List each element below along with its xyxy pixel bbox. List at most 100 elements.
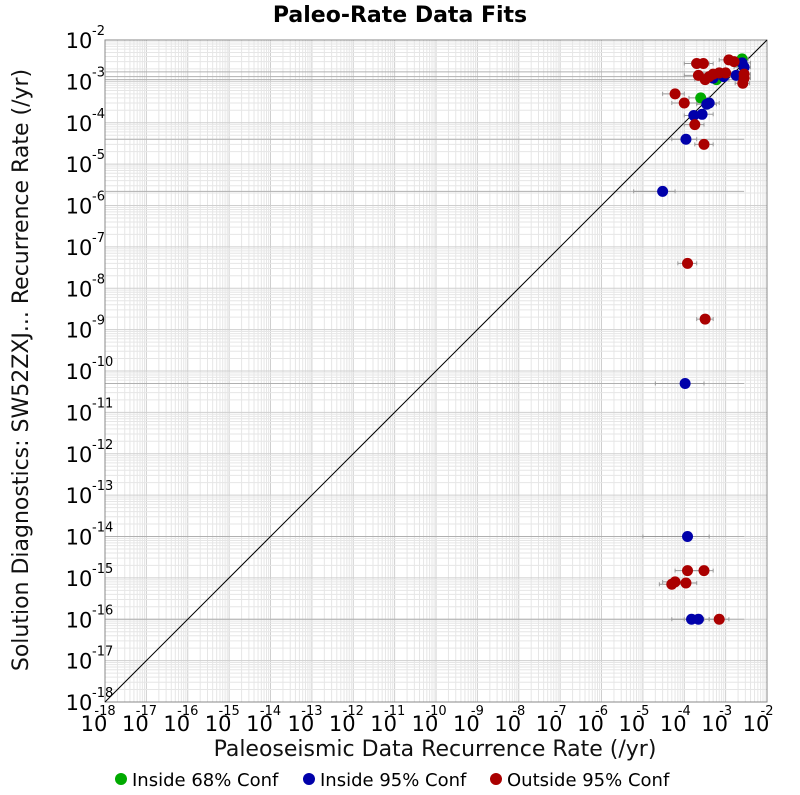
x-tick: 10-17 [122, 704, 157, 736]
y-tick-exponent: -13 [92, 479, 113, 494]
x-tick-base: 10 [163, 712, 190, 736]
y-tick-base: 10 [66, 153, 93, 177]
x-tick-exponent: -4 [678, 704, 691, 719]
y-tick-base: 10 [66, 29, 93, 53]
x-tick: 10-18 [81, 704, 116, 736]
y-tick: 10 -17 [66, 645, 114, 674]
legend-marker-outside95 [490, 773, 502, 785]
y-tick-base: 10 [66, 567, 93, 591]
legend: Inside 68% Conf Inside 95% Conf Outside … [115, 770, 670, 791]
y-tick: 10 -5 [66, 148, 105, 177]
x-tick-base: 10 [122, 712, 149, 736]
x-tick-exponent: -17 [136, 704, 157, 719]
chart-title: Paleo-Rate Data Fits [273, 3, 527, 28]
y-tick: 10 -9 [66, 314, 105, 343]
x-tick: 10-12 [329, 704, 364, 736]
y-tick-base: 10 [66, 608, 93, 632]
y-tick-base: 10 [66, 526, 93, 550]
x-tick: 10-2 [743, 704, 774, 736]
x-tick-exponent: -12 [343, 704, 364, 719]
x-tick-base: 10 [453, 712, 480, 736]
y-axis-ticks: 10-1810-1710-1610-1510-1410-1310-1210-11… [66, 24, 114, 715]
data-point-outside95 [689, 119, 701, 131]
x-tick-base: 10 [329, 712, 356, 736]
x-tick-base: 10 [81, 712, 108, 736]
x-axis-label: Paleoseismic Data Recurrence Rate (/yr) [214, 737, 657, 762]
x-tick-exponent: -10 [425, 704, 446, 719]
y-tick: 10 -16 [66, 603, 114, 632]
y-tick: 10 -10 [66, 355, 114, 384]
y-tick-exponent: -10 [92, 355, 113, 370]
x-tick-base: 10 [577, 712, 604, 736]
x-tick-exponent: -13 [301, 704, 322, 719]
y-tick-base: 10 [66, 691, 93, 715]
data-point-inside95 [696, 108, 708, 120]
data-point-outside95 [698, 138, 710, 150]
y-tick-base: 10 [66, 277, 93, 301]
y-tick-exponent: -18 [92, 686, 113, 701]
x-tick-exponent: -6 [595, 704, 608, 719]
x-tick: 10-9 [453, 704, 484, 736]
x-tick: 10-6 [577, 704, 608, 736]
legend-marker-inside68 [115, 773, 127, 785]
y-tick: 10 -7 [66, 231, 105, 260]
data-point-inside95 [680, 133, 692, 145]
x-tick-base: 10 [701, 712, 728, 736]
x-tick-base: 10 [412, 712, 439, 736]
x-tick: 10-10 [412, 704, 447, 736]
y-tick-exponent: -7 [92, 231, 105, 246]
y-tick-exponent: -9 [92, 314, 105, 329]
y-tick-base: 10 [66, 443, 93, 467]
data-point-inside95 [657, 185, 669, 197]
x-tick-exponent: -15 [219, 704, 240, 719]
y-tick-base: 10 [66, 650, 93, 674]
y-tick-base: 10 [66, 70, 93, 94]
x-tick-exponent: -7 [554, 704, 567, 719]
x-tick: 10-15 [205, 704, 240, 736]
data-point-outside95 [738, 72, 750, 84]
y-tick: 10 -12 [66, 438, 114, 467]
x-tick-exponent: -14 [260, 704, 281, 719]
data-point-inside95 [679, 377, 691, 389]
grid-layer [104, 40, 767, 703]
x-tick: 10-16 [163, 704, 198, 736]
legend-label-inside68: Inside 68% Conf [132, 770, 279, 791]
x-tick-exponent: -8 [512, 704, 525, 719]
x-tick-base: 10 [619, 712, 646, 736]
y-tick-exponent: -4 [92, 107, 105, 122]
x-tick-exponent: -18 [94, 704, 115, 719]
x-tick-exponent: -2 [761, 704, 774, 719]
y-tick-exponent: -3 [92, 65, 105, 80]
x-tick-base: 10 [536, 712, 563, 736]
data-point-outside95 [728, 56, 740, 68]
y-axis-label: Solution Diagnostics: SW52ZXJ... Recurre… [9, 69, 34, 671]
y-tick-exponent: -6 [92, 190, 105, 205]
y-tick: 10 -6 [66, 190, 105, 219]
x-tick-base: 10 [494, 712, 521, 736]
data-point-inside95 [688, 109, 700, 121]
x-tick-exponent: -3 [719, 704, 732, 719]
y-tick: 10 -4 [66, 107, 105, 136]
y-tick-exponent: -14 [92, 521, 113, 536]
plot-area [104, 39, 768, 703]
y-tick-exponent: -15 [92, 562, 113, 577]
y-tick-base: 10 [66, 195, 93, 219]
y-tick-base: 10 [66, 112, 93, 136]
data-point-outside95 [699, 313, 711, 325]
y-tick-exponent: -17 [92, 645, 113, 660]
y-tick: 10 -13 [66, 479, 114, 508]
y-tick: 10 -14 [66, 521, 114, 550]
data-points [657, 53, 750, 625]
legend-label-outside95: Outside 95% Conf [507, 770, 670, 791]
x-tick-base: 10 [205, 712, 232, 736]
y-tick-exponent: -11 [92, 396, 113, 411]
data-point-inside95 [692, 613, 704, 625]
y-tick: 10 -15 [66, 562, 114, 591]
y-tick-exponent: -12 [92, 438, 113, 453]
data-point-outside95 [699, 74, 711, 86]
legend-label-inside95: Inside 95% Conf [320, 770, 467, 791]
data-point-outside95 [680, 577, 692, 589]
error-reference-lines [105, 71, 745, 620]
data-point-outside95 [682, 565, 694, 577]
data-point-outside95 [720, 67, 732, 79]
